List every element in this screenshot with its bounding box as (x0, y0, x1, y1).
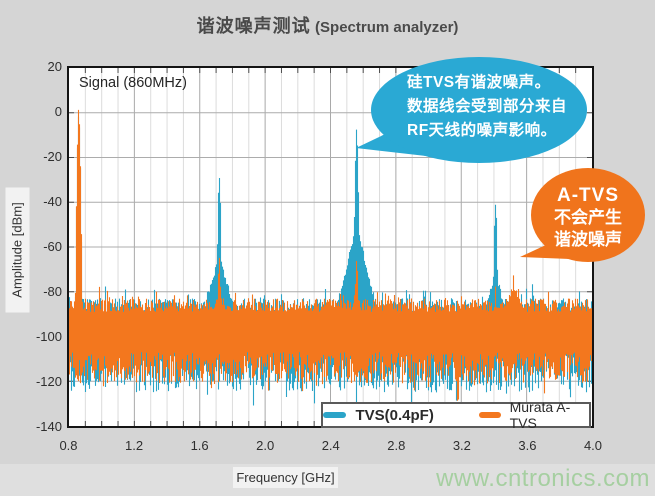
x-tick-label: 0.8 (59, 438, 78, 453)
callout-tvs-line3: RF天线的噪声影响。 (407, 122, 557, 139)
signal-annotation: Signal (860MHz) (79, 75, 187, 91)
x-tick-label: 3.6 (518, 438, 537, 453)
callout-tvs-line1: 硅TVS有谐波噪声。 (407, 74, 551, 91)
x-tick-label: 3.2 (452, 438, 471, 453)
x-tick-label: 2.0 (256, 438, 275, 453)
x-tick-label: 1.6 (190, 438, 209, 453)
y-axis-label: Amplitude [dBm] (5, 187, 30, 313)
callout-tvs-line2: 数据线会受到部分来自 (407, 98, 568, 115)
y-tick-label: 0 (54, 104, 62, 119)
y-tick-label: -80 (43, 284, 62, 299)
legend: TVS(0.4pF) Murata A-TVS (321, 399, 591, 431)
title-chinese: 谐波噪声测试 (196, 16, 311, 36)
x-tick-label: 4.0 (583, 438, 603, 453)
page-title: 谐波噪声测试 (Spectrum analyzer) (0, 12, 655, 38)
legend-swatch-tvs (478, 412, 501, 418)
watermark-text: www.cntronics.com (436, 465, 650, 492)
trace-murata-a-tvs (69, 109, 592, 401)
x-tick-label: 2.4 (321, 438, 340, 453)
legend-label-murata-a-tvs: TVS(0.4pF) (355, 406, 434, 424)
callout-atvs-line2: 不会产生 (554, 208, 622, 227)
x-axis-label: Frequency [GHz] (233, 467, 338, 488)
legend-label-tvs: Murata A-TVS (509, 399, 571, 431)
y-tick-label: -40 (43, 194, 62, 209)
y-tick-label: -60 (43, 239, 62, 254)
y-tick-label: -140 (35, 419, 62, 434)
x-tick-label: 2.8 (387, 438, 406, 453)
y-tick-label: -20 (43, 149, 62, 164)
title-english: (Spectrum analyzer) (315, 19, 459, 36)
chart-canvas (69, 68, 592, 426)
callout-atvs-line1: A-TVS (557, 185, 619, 206)
y-tick-label: 20 (47, 59, 62, 74)
y-tick-label: -100 (35, 329, 62, 344)
y-tick-label: -120 (35, 374, 62, 389)
callout-text-tvs: 硅TVS有谐波噪声。 数据线会受到部分来自 RF天线的噪声影响。 (407, 71, 567, 143)
callout-atvs-line3: 谐波噪声 (554, 230, 622, 249)
x-tick-label: 1.2 (125, 438, 144, 453)
legend-swatch-murata-a-tvs (323, 412, 347, 418)
callout-text-atvs: A-TVS 不会产生 谐波噪声 (531, 184, 645, 251)
